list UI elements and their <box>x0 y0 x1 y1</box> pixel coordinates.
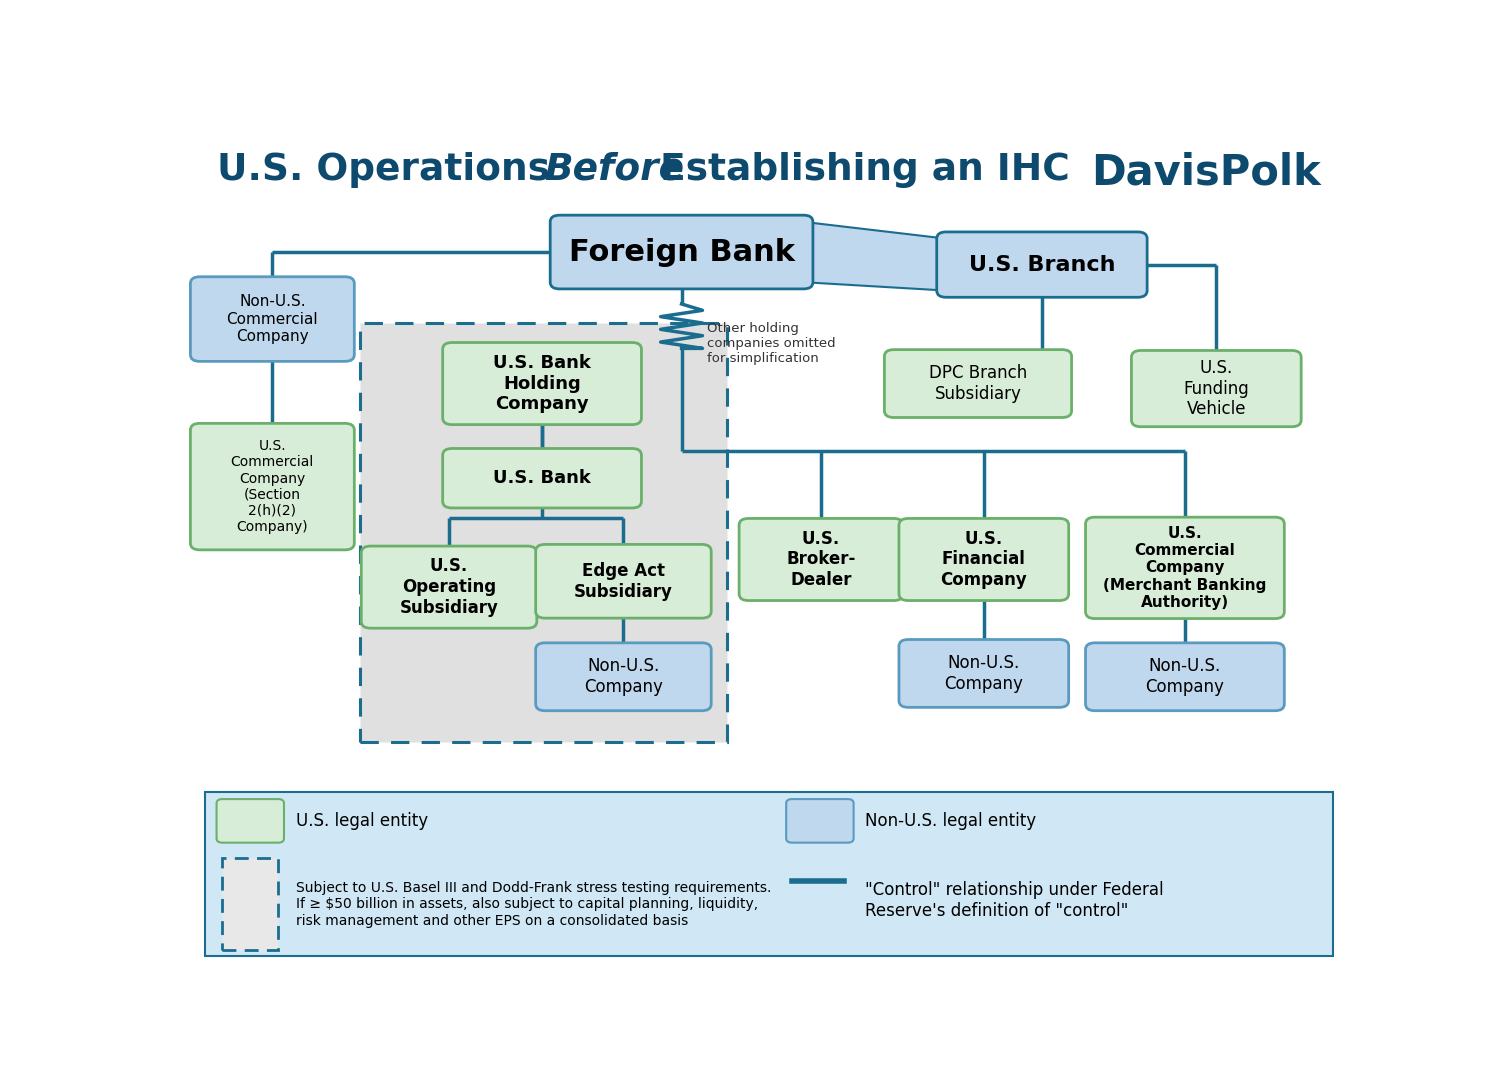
FancyBboxPatch shape <box>360 323 728 742</box>
FancyBboxPatch shape <box>536 544 711 618</box>
Text: "Control" relationship under Federal
Reserve's definition of "control": "Control" relationship under Federal Res… <box>865 881 1164 920</box>
Text: Non-U.S.
Company: Non-U.S. Company <box>584 657 663 696</box>
Text: DPC Branch
Subsidiary: DPC Branch Subsidiary <box>928 364 1028 403</box>
FancyBboxPatch shape <box>1086 643 1284 710</box>
FancyBboxPatch shape <box>898 519 1068 601</box>
FancyBboxPatch shape <box>442 343 642 424</box>
FancyBboxPatch shape <box>936 232 1148 297</box>
FancyBboxPatch shape <box>362 546 537 628</box>
Text: Non-U.S. legal entity: Non-U.S. legal entity <box>865 812 1036 830</box>
Text: U.S.
Financial
Company: U.S. Financial Company <box>940 530 1028 590</box>
FancyBboxPatch shape <box>786 799 853 842</box>
Text: U.S. Bank: U.S. Bank <box>494 469 591 487</box>
Text: U.S. Bank
Holding
Company: U.S. Bank Holding Company <box>494 354 591 413</box>
Text: Edge Act
Subsidiary: Edge Act Subsidiary <box>574 561 674 601</box>
Text: DavisPolk: DavisPolk <box>1090 151 1322 194</box>
Text: Subject to U.S. Basel III and Dodd-Frank stress testing requirements.
If ≥ $50 b: Subject to U.S. Basel III and Dodd-Frank… <box>296 881 771 928</box>
FancyBboxPatch shape <box>1086 517 1284 619</box>
FancyBboxPatch shape <box>885 349 1071 418</box>
Polygon shape <box>804 222 946 290</box>
Text: Foreign Bank: Foreign Bank <box>568 237 795 267</box>
Text: U.S.
Funding
Vehicle: U.S. Funding Vehicle <box>1184 359 1250 419</box>
FancyBboxPatch shape <box>222 857 278 950</box>
FancyBboxPatch shape <box>1131 350 1300 426</box>
Text: U.S.
Commercial
Company
(Merchant Banking
Authority): U.S. Commercial Company (Merchant Bankin… <box>1102 526 1266 610</box>
Text: Before: Before <box>544 151 684 187</box>
Text: U.S.
Operating
Subsidiary: U.S. Operating Subsidiary <box>399 557 498 617</box>
FancyBboxPatch shape <box>536 643 711 710</box>
FancyBboxPatch shape <box>190 276 354 361</box>
FancyBboxPatch shape <box>442 448 642 508</box>
Text: U.S.
Broker-
Dealer: U.S. Broker- Dealer <box>786 530 855 590</box>
FancyBboxPatch shape <box>898 640 1068 707</box>
Text: U.S. Operations: U.S. Operations <box>216 151 562 187</box>
FancyBboxPatch shape <box>206 792 1332 955</box>
Text: U.S. Branch: U.S. Branch <box>969 255 1114 274</box>
Text: Other holding
companies omitted
for simplification: Other holding companies omitted for simp… <box>706 322 836 364</box>
Text: U.S.
Commercial
Company
(Section
2(h)(2)
Company): U.S. Commercial Company (Section 2(h)(2)… <box>231 440 314 534</box>
FancyBboxPatch shape <box>190 423 354 549</box>
FancyBboxPatch shape <box>550 215 813 289</box>
Text: U.S. legal entity: U.S. legal entity <box>296 812 427 830</box>
Text: Non-U.S.
Company: Non-U.S. Company <box>945 654 1023 693</box>
FancyBboxPatch shape <box>740 519 903 601</box>
Text: Establishing an IHC: Establishing an IHC <box>646 151 1070 187</box>
Text: Non-U.S.
Company: Non-U.S. Company <box>1146 657 1224 696</box>
FancyBboxPatch shape <box>216 799 284 842</box>
Text: Non-U.S.
Commercial
Company: Non-U.S. Commercial Company <box>226 294 318 344</box>
